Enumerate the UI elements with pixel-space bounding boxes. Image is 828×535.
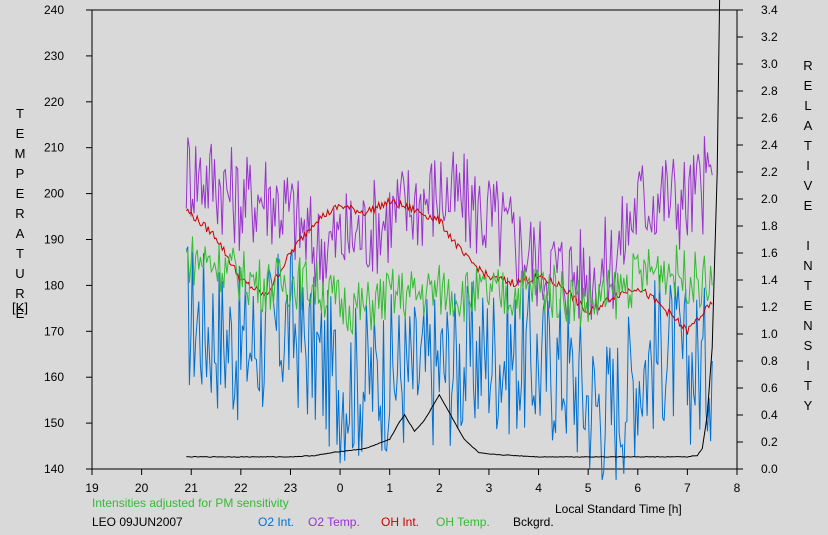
y-left-tick-label: 200 (44, 187, 64, 201)
y-left-label-letter: A (16, 226, 25, 241)
x-axis-label: Local Standard Time [h] (555, 502, 682, 516)
y-left-label-letter: U (15, 266, 24, 281)
series-group (185, 0, 721, 481)
y-right-tick-label: 3.2 (761, 30, 778, 44)
y-left-tick-label: 240 (44, 3, 64, 17)
x-tick-label: 0 (337, 481, 344, 495)
y-left-tick-label: 150 (44, 416, 64, 430)
y-right-label-letter: S (804, 338, 813, 353)
y-right-label-letter: T (804, 378, 812, 393)
y-left-label-letter: E (16, 126, 25, 141)
y-right-label-letter: L (804, 98, 811, 113)
y-left-tick-label: 210 (44, 141, 64, 155)
x-tick-label: 23 (284, 481, 298, 495)
y-right-tick-label: 2.4 (761, 138, 778, 152)
legend-bckgrd: Bckgrd. (513, 515, 554, 529)
y-right-label-letter: A (804, 118, 813, 133)
y-right-tick-label: 2.2 (761, 165, 778, 179)
x-tick-label: 6 (634, 481, 641, 495)
y-right-label-letter: V (804, 178, 813, 193)
y-left-label-letter: R (15, 286, 24, 301)
y-left-label-letter: R (15, 206, 24, 221)
chart-note: Intensities adjusted for PM sensitivity (92, 496, 289, 510)
y-right-label-letter: T (804, 138, 812, 153)
y-left-tick-label: 170 (44, 324, 64, 338)
legend-oh-int: OH Int. (381, 515, 420, 529)
x-tick-label: 19 (85, 481, 99, 495)
y-right-tick-label: 2.0 (761, 192, 778, 206)
y-right-label-letter: E (804, 298, 813, 313)
y-right-label-letter: E (804, 198, 813, 213)
x-tick-label: 2 (436, 481, 443, 495)
y-right-tick-label: 1.8 (761, 219, 778, 233)
y-left-tick-label: 160 (44, 370, 64, 384)
x-tick-label: 22 (234, 481, 248, 495)
y-right-label-letter: I (806, 158, 810, 173)
legend-o2-temp: O2 Temp. (308, 515, 360, 529)
y-right-tick-label: 2.8 (761, 84, 778, 98)
y-right-label-letter: I (806, 238, 810, 253)
y-right-tick-label: 1.4 (761, 273, 778, 287)
y-left-tick-label: 220 (44, 95, 64, 109)
x-tick-label: 20 (135, 481, 149, 495)
y-left-label-letter: T (16, 106, 24, 121)
y-right-label-letter: N (803, 258, 812, 273)
y-right-tick-label: 1.0 (761, 327, 778, 341)
x-tick-label: 1 (386, 481, 393, 495)
axes: 1401501601701801902002102202302400.00.20… (44, 3, 778, 495)
y-right-label-letter: Y (804, 398, 813, 413)
series-line-bckgrd (186, 0, 721, 458)
y-left-tick-label: 190 (44, 233, 64, 247)
y-left-tick-label: 140 (44, 462, 64, 476)
y-right-label-letter: R (803, 58, 812, 73)
y-right-tick-label: 0.8 (761, 354, 778, 368)
x-tick-label: 5 (585, 481, 592, 495)
x-tick-label: 21 (185, 481, 199, 495)
y-left-label-letter: E (16, 186, 25, 201)
site-date: LEO 09JUN2007 (92, 515, 183, 529)
series-line-oh_temp (185, 236, 713, 336)
y-right-label-letter: E (804, 78, 813, 93)
y-right-tick-label: 1.2 (761, 300, 778, 314)
legend-o2-int: O2 Int. (258, 515, 295, 529)
x-tick-label: 7 (684, 481, 691, 495)
y-left-label-letter: M (15, 146, 26, 161)
y-right-tick-label: 0.2 (761, 435, 778, 449)
y-left-label-letter: P (16, 166, 25, 181)
y-right-tick-label: 1.6 (761, 246, 778, 260)
y-right-label-letter: T (804, 278, 812, 293)
series-line-oh_int (185, 196, 713, 335)
y-left-tick-label: 180 (44, 278, 64, 292)
y-right-tick-label: 0.0 (761, 462, 778, 476)
x-tick-label: 3 (486, 481, 493, 495)
y-right-tick-label: 0.6 (761, 381, 778, 395)
y-right-label-letter: I (806, 358, 810, 373)
y-right-tick-label: 2.6 (761, 111, 778, 125)
legend-oh-temp: OH Temp. (436, 515, 490, 529)
y-right-tick-label: 3.4 (761, 3, 778, 17)
y-right-tick-label: 3.0 (761, 57, 778, 71)
y-left-tick-label: 230 (44, 49, 64, 63)
y-left-label-letter: T (16, 246, 24, 261)
x-tick-label: 8 (734, 481, 741, 495)
y-right-tick-label: 0.4 (761, 408, 778, 422)
x-tick-label: 4 (535, 481, 542, 495)
series-line-o2_int (185, 246, 713, 481)
series-line-o2_temp (185, 136, 713, 320)
y-left-unit: [K] (12, 300, 28, 315)
y-right-label-letter: N (803, 318, 812, 333)
y-left-label-letter: E (16, 306, 25, 321)
